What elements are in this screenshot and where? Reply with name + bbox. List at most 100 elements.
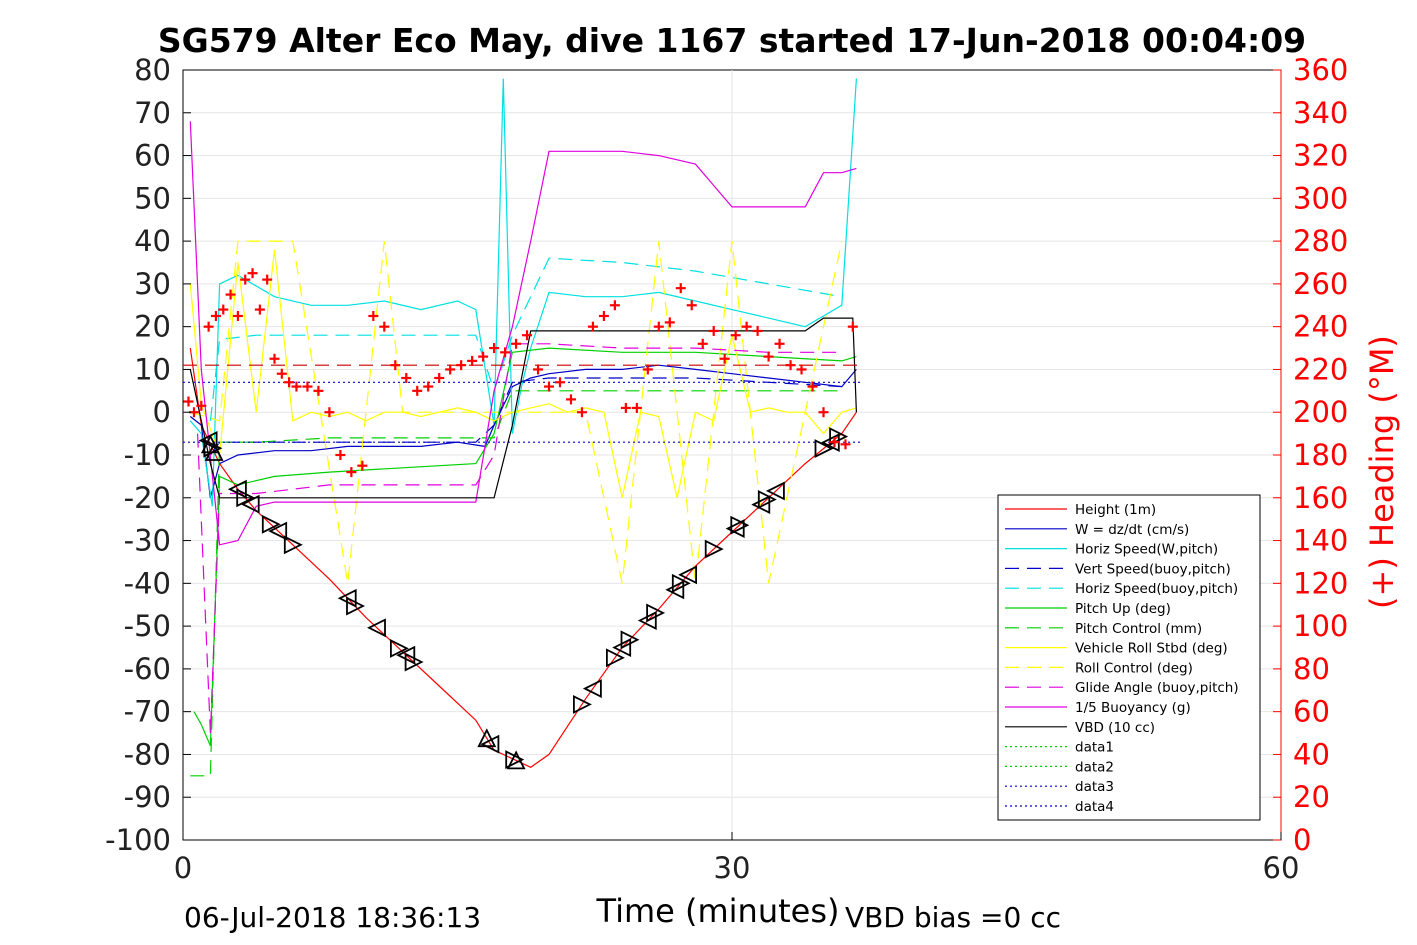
triangle-marker (751, 495, 771, 515)
y-tick-label: 0 (153, 395, 171, 429)
triangle-marker (757, 490, 777, 509)
triangle-marker (665, 580, 685, 600)
heading-point (533, 364, 544, 375)
heading-point (445, 364, 456, 375)
series-roll-line (189, 249, 857, 498)
series-glide-line (189, 121, 857, 546)
triangle-marker (646, 603, 666, 623)
x-tick-label: 30 (714, 851, 751, 885)
triangle-marker (389, 638, 409, 658)
y-tick-label: -50 (124, 609, 171, 643)
legend-label: Vehicle Roll Stbd (deg) (1075, 641, 1228, 657)
heading-point (412, 385, 423, 396)
y-tick-label: 40 (134, 224, 171, 258)
triangle-marker (582, 679, 602, 699)
heading-point (631, 402, 642, 413)
chart-title: SG579 Alter Eco May, dive 1167 started 1… (158, 21, 1306, 60)
heading-point (511, 338, 522, 349)
series-pitch-line (190, 390, 842, 777)
heading-point (313, 385, 324, 396)
y-tick-label: 30 (134, 267, 171, 301)
legend-label: Height (1m) (1075, 502, 1156, 518)
heading-point (741, 321, 752, 332)
heading-point (269, 353, 280, 364)
y-tick-label: -40 (124, 566, 171, 600)
heading-point (324, 407, 335, 418)
triangle-marker (480, 734, 500, 754)
y2-tick-label: 260 (1293, 267, 1348, 301)
triangle-marker (620, 630, 640, 650)
triangle-marker (506, 750, 526, 770)
triangle-marker (573, 694, 592, 714)
legend-label: Horiz Speed(buoy,pitch) (1075, 581, 1238, 597)
legend-label: Glide Angle (buoy,pitch) (1075, 680, 1239, 696)
y-tick-label: 20 (134, 310, 171, 344)
y2-tick-label: 140 (1293, 524, 1348, 558)
y-tick-label: -20 (124, 481, 171, 515)
heading-point (708, 325, 719, 336)
y-tick-label: 10 (134, 352, 171, 386)
triangle-marker (678, 565, 697, 585)
legend-label: Horiz Speed(W,pitch) (1075, 542, 1218, 558)
y-tick-label: -10 (124, 438, 171, 472)
y2-tick-label: 200 (1293, 395, 1348, 429)
heading-point (203, 321, 214, 332)
heading-point (434, 373, 445, 383)
heading-point (544, 381, 554, 392)
heading-point (478, 351, 489, 362)
y2-tick-label: 240 (1293, 310, 1348, 344)
y-tick-label: -80 (124, 737, 171, 771)
heading-point (840, 439, 851, 450)
heading-point (752, 325, 763, 336)
y2-tick-label: 120 (1293, 566, 1348, 600)
y-tick-label: -100 (105, 823, 171, 857)
legend-label: VBD (10 cc) (1075, 720, 1155, 736)
footer-vbd-bias: VBD bias =0 cc (845, 901, 1061, 934)
heading-point (456, 360, 467, 371)
y-tick-label: -60 (124, 652, 171, 686)
series-vbd-line (189, 317, 857, 499)
heading-point (818, 407, 829, 418)
triangle-marker (730, 515, 750, 535)
heading-point (218, 304, 229, 315)
triangle-marker (283, 535, 303, 555)
heading-point (829, 437, 840, 448)
series-height-line (189, 348, 857, 768)
heading-point (807, 381, 818, 392)
triangle-marker (704, 539, 724, 559)
x-axis: 0 30 60 (174, 832, 1299, 885)
heading-point (664, 317, 675, 328)
series-horiz_speed-line (189, 78, 857, 507)
y-tick-label: 60 (134, 139, 171, 173)
y2-tick-label: 220 (1293, 352, 1348, 386)
series-w-line (209, 377, 842, 456)
heading-point (232, 310, 243, 321)
heading-point (576, 407, 587, 418)
triangle-marker (366, 618, 386, 638)
heading-point (302, 381, 313, 392)
y-axis-right: 3603403203002802602402202001801601401201… (1273, 53, 1348, 857)
series-roll-line (190, 240, 843, 584)
heading-point (357, 460, 368, 471)
triangle-marker (404, 652, 424, 672)
legend-label: Vert Speed(buoy,pitch) (1075, 561, 1231, 577)
y-tick-label: -70 (124, 695, 171, 729)
heading-point (401, 373, 412, 383)
triangle-marker (606, 648, 625, 668)
triangle-marker (240, 494, 260, 514)
triangle-marker (268, 521, 288, 541)
y-tick-label: 70 (134, 96, 171, 130)
heading-point (587, 321, 598, 332)
triangle-marker (204, 441, 224, 461)
y2-tick-label: 280 (1293, 224, 1348, 258)
y-axis-left: 80 70 60 50 40 30 20 10 0 -10 -20 -30 -40 -50 -60 -70 -8… (105, 53, 191, 857)
heading-point (653, 321, 664, 332)
grid (183, 70, 1281, 840)
triangle-marker (346, 596, 366, 616)
triangle-marker (829, 427, 849, 447)
heading-point (785, 360, 796, 371)
y2-tick-label: 320 (1293, 139, 1348, 173)
triangle-marker (725, 519, 745, 539)
y2-tick-label: 160 (1293, 481, 1348, 515)
heading-point (254, 304, 265, 315)
